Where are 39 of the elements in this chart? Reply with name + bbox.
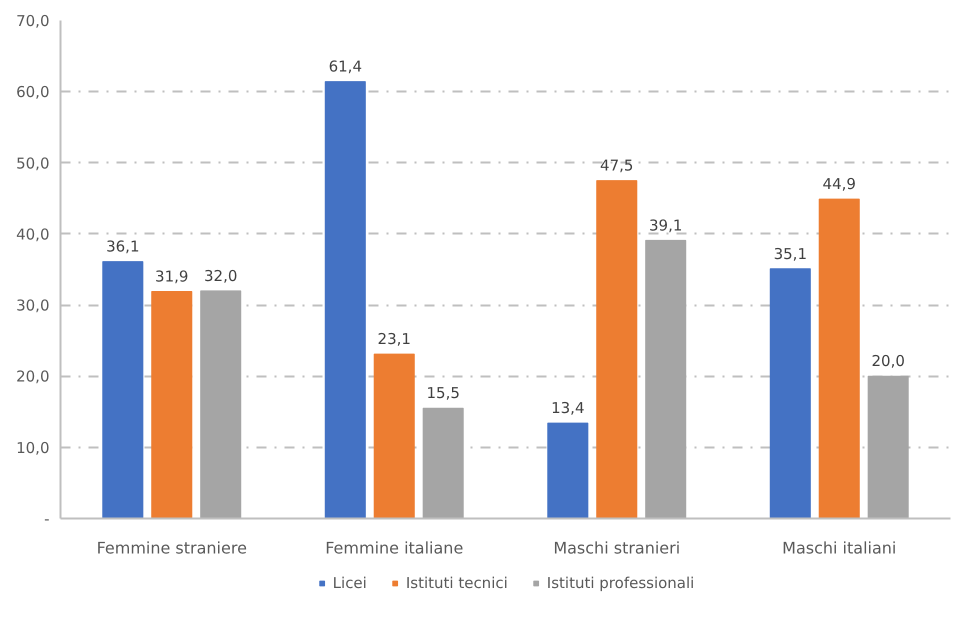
data-label: 20,0 [872, 352, 905, 370]
legend-label: Istituti professionali [546, 574, 694, 592]
legend-label: Istituti tecnici [406, 574, 508, 592]
x-tick-label: Femmine straniere [96, 538, 247, 558]
bar [324, 81, 366, 518]
data-label: 47,5 [600, 156, 634, 175]
bar [818, 198, 860, 518]
data-label: 13,4 [551, 399, 585, 418]
bar [868, 376, 909, 518]
data-label: 35,1 [774, 244, 808, 263]
x-tick-label: Femmine italiane [325, 538, 464, 558]
data-label: 32,0 [204, 266, 238, 285]
y-tick-label: 40,0 [16, 225, 50, 244]
x-tick-label: Maschi stranieri [553, 538, 680, 558]
y-tick-label: 30,0 [16, 296, 50, 315]
y-tick-label: 50,0 [16, 154, 50, 172]
y-tick-label: - [44, 510, 50, 528]
bar [645, 240, 686, 518]
data-label: 39,1 [649, 216, 682, 234]
y-tick-label: 60,0 [16, 83, 50, 102]
data-label: 23,1 [378, 330, 411, 348]
bar [422, 408, 464, 518]
bar [770, 268, 811, 518]
bar [151, 291, 192, 518]
bar [374, 354, 415, 518]
data-label: 31,9 [155, 268, 188, 286]
data-label: 36,1 [106, 238, 140, 256]
bar [102, 261, 144, 518]
y-tick-label: 20,0 [16, 368, 50, 386]
y-tick-label: 10,0 [16, 438, 50, 457]
data-label: 15,5 [426, 384, 460, 402]
legend-label: Licei [332, 574, 367, 592]
data-label: 44,9 [822, 175, 856, 194]
data-label: 61,4 [328, 58, 362, 76]
y-tick-label: 70,0 [16, 12, 50, 30]
bar [596, 180, 638, 518]
x-tick-label: Maschi italiani [782, 538, 896, 558]
bar [200, 290, 242, 518]
bar [547, 422, 588, 518]
